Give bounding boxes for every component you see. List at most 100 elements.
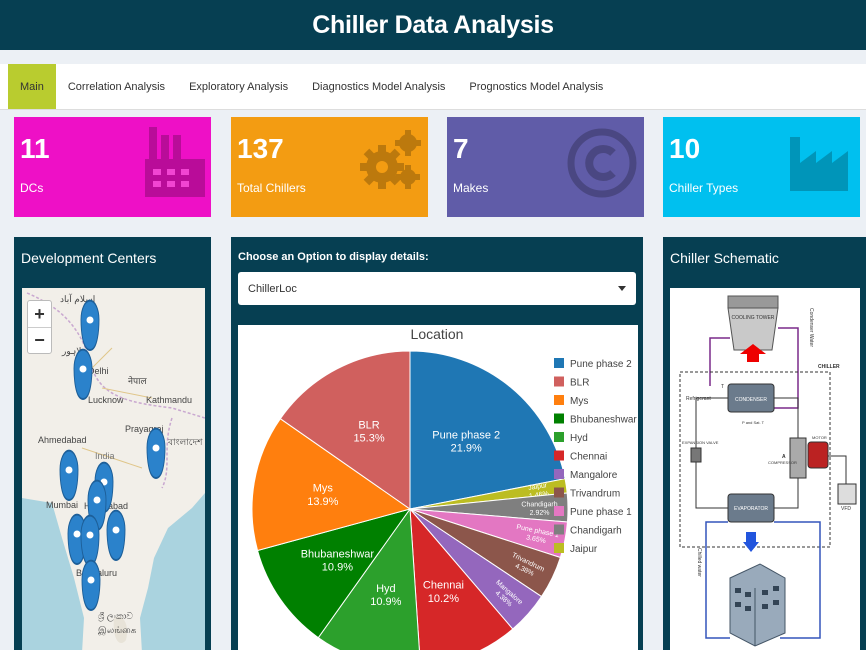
industry-icon [790,137,848,191]
value-box-total-chillers: 137 Total Chillers [231,117,428,217]
legend-swatch[interactable] [554,432,564,442]
map-marker-icon[interactable] [59,450,79,501]
pie-slice-label: Chennai 10.2% [423,580,464,605]
map-marker-icon[interactable] [80,300,100,351]
cooling-tower-label: COOLING TOWER [732,315,775,321]
map-marker-icon[interactable] [81,560,101,611]
tab-diagnostics-model-analysis[interactable]: Diagnostics Model Analysis [312,80,446,93]
map-label: Prayagraj [125,424,164,434]
chiller-label: CHILLER [818,364,840,370]
map-label: India [95,451,115,461]
value-box-number: 137 [237,133,284,164]
legend-swatch[interactable] [554,413,564,424]
value-box-number: 10 [669,133,701,164]
legend-swatch[interactable] [554,376,564,387]
legend-label[interactable]: Pune phase 2 [570,359,632,370]
factory-icon [145,127,205,197]
tab-main[interactable]: Main [8,64,56,109]
map-label: नेपाल [128,376,147,386]
app-title: Chiller Data Analysis [312,10,554,39]
pie-slice[interactable] [409,507,514,650]
chevron-down-icon [618,286,626,291]
pie-slice-label: Hyd 10.9% [370,583,401,608]
map-label: Kathmandu [146,395,193,405]
india-map[interactable]: + − اسلام آباد لاہور Delhi Lucknow Kathm… [22,288,205,650]
map-zoom-control: + − [27,300,52,354]
legend-label[interactable]: Hyd [570,433,588,444]
chiller-schematic-diagram: COOLING TOWER Condenser Water CHILLER CO… [670,288,860,650]
chart-title: Location [411,326,464,342]
p-sat-t-label: P and Sat. T [742,420,765,425]
zoom-in-button[interactable]: + [34,303,45,324]
legend-label[interactable]: Jaipur [570,544,598,555]
legend-label[interactable]: Trivandrum [570,489,620,500]
map-label: اسلام آباد [60,294,96,304]
tab-exploratory-analysis[interactable]: Exploratory Analysis [189,80,289,93]
map-label: இலங்கை [98,625,137,635]
legend-label[interactable]: Mys [570,396,588,407]
legend-swatch[interactable] [554,524,564,535]
legend-swatch[interactable] [554,469,564,479]
value-box-makes: 7 Makes [447,117,644,217]
value-box-label: Total Chillers [237,181,306,195]
legend-swatch[interactable] [554,543,564,553]
pie-slice[interactable] [279,350,411,510]
tab-bar: Main Correlation Analysis Exploratory An… [0,64,866,110]
legend-swatch[interactable] [554,395,564,405]
legend-swatch[interactable] [554,358,564,368]
compressor-label: COMPRESSOR [768,460,797,465]
tab-prognostics-model-analysis[interactable]: Prognostics Model Analysis [469,80,604,93]
vfd-label: VFD [841,506,851,512]
value-box-dcs: 11 DCs [14,117,211,217]
pie-slice-label: Pune phase 2 21.9% [432,429,500,454]
map-label: Mumbai [46,500,79,510]
pie-slice-label: Chandigarh 2.92% [521,501,557,517]
map-marker-icon[interactable] [73,349,93,400]
pie-slice-label: Bhubaneshwar 10.9% [301,548,375,573]
value-box-label: DCs [20,181,44,195]
legend-label[interactable]: Chandigarh [570,526,622,537]
pie-slice[interactable] [317,507,420,650]
map-label: Ahmedabad [38,435,87,445]
location-chart-panel: Choose an Option to display details: Chi… [231,237,643,650]
value-box-label: Makes [453,181,489,195]
pie-slice[interactable] [256,508,412,639]
schematic-drawing: COOLING TOWER Condenser Water CHILLER CO… [679,295,857,647]
map-marker-icon[interactable] [106,510,126,561]
pie-chart[interactable]: Location Pune phase 221.9%Jaipur1.46%Cha… [238,325,638,650]
zoom-out-button[interactable]: − [28,327,51,353]
legend-label[interactable]: Chennai [570,452,607,463]
motor-label: MOTOR [812,435,827,440]
option-select-value: ChillerLoc [248,282,297,295]
chilled-water-label: Chilled water [696,548,702,577]
legend-swatch[interactable] [554,450,564,461]
refrigerant-label: Refrigerant [686,396,711,402]
value-box-number: 7 [453,133,469,164]
pie-slice-label: Mys 13.9% [307,483,338,508]
pie-slice-label: BLR 15.3% [353,419,384,444]
panel-title: Development Centers [21,250,157,266]
temp-label: T [721,384,724,390]
option-select[interactable]: ChillerLoc [238,272,636,305]
map-marker-icon[interactable] [80,515,100,566]
map-markers [59,300,166,611]
map-label: Lucknow [88,395,124,405]
condenser-label: CONDENSER [735,397,767,403]
copyright-icon [567,128,637,198]
app-header: Chiller Data Analysis [0,0,866,50]
tab-correlation-analysis[interactable]: Correlation Analysis [67,80,166,93]
map-marker-icon[interactable] [146,428,166,479]
legend-label[interactable]: Pune phase 1 [570,507,632,518]
legend-label[interactable]: Bhubaneshwar [570,415,637,426]
panel-title: Chiller Schematic [670,250,779,266]
selector-label: Choose an Option to display details: [238,251,429,263]
map-label: Delhi [88,366,109,376]
legend-label[interactable]: Mangalore [570,470,618,481]
map-background [22,288,205,650]
legend-swatch[interactable] [554,487,564,498]
ammeter-label: A [782,454,786,460]
pie-slice[interactable] [251,417,412,552]
value-box-number: 11 [20,133,50,164]
legend-swatch[interactable] [554,506,564,516]
legend-label[interactable]: BLR [570,378,589,389]
